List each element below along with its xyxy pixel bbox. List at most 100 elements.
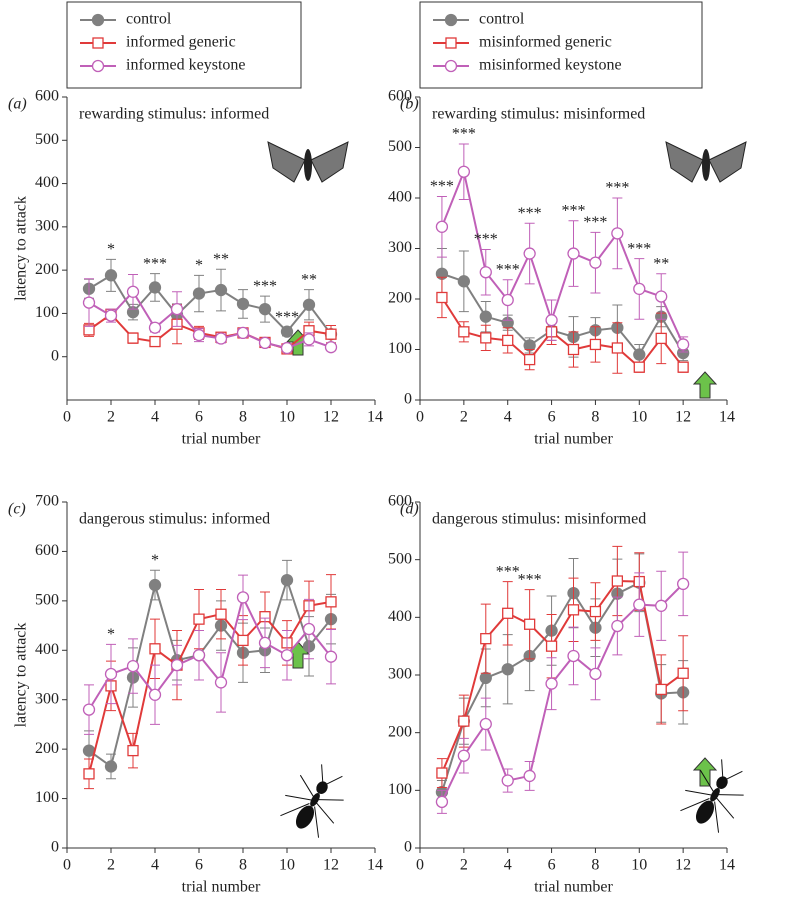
x-axis-label: trial number — [182, 879, 261, 896]
data-point — [479, 671, 492, 685]
x-tick-label: 6 — [195, 857, 203, 874]
data-point — [457, 165, 471, 178]
data-point — [236, 326, 250, 340]
y-tick-label: 500 — [35, 592, 59, 609]
y-tick-label: 500 — [388, 138, 412, 155]
data-point — [192, 649, 206, 662]
x-tick-label: 10 — [279, 857, 295, 874]
data-point — [502, 607, 514, 619]
significance-label: *** — [605, 180, 629, 197]
y-tick-label: 0 — [51, 839, 59, 856]
significance-label: ** — [301, 271, 317, 288]
x-tick-label: 4 — [151, 409, 159, 426]
data-point — [214, 283, 228, 297]
data-point — [655, 683, 667, 696]
y-tick-label: 500 — [388, 550, 412, 567]
legend-label: control — [126, 11, 172, 28]
x-tick-label: 2 — [107, 857, 115, 874]
x-tick-label: 2 — [460, 409, 468, 426]
data-point — [633, 282, 646, 296]
panel-label: (c) — [8, 501, 26, 518]
data-point — [655, 332, 667, 345]
significance-label: * — [107, 241, 115, 258]
panel-label: (d) — [400, 501, 419, 518]
arrow — [692, 371, 718, 399]
data-point — [436, 767, 448, 779]
legend-label: misinformed generic — [479, 34, 612, 51]
y-tick-label: 300 — [35, 218, 59, 235]
data-point — [458, 715, 470, 727]
data-point — [523, 247, 536, 260]
legend-marker — [445, 37, 457, 49]
legend-box — [66, 1, 302, 89]
data-point — [633, 361, 645, 373]
significance-label: * — [195, 257, 203, 274]
x-tick-label: 8 — [239, 409, 247, 426]
data-point — [258, 302, 272, 316]
data-point — [280, 649, 294, 662]
series-line — [440, 581, 684, 793]
data-point — [324, 341, 338, 354]
data-point — [567, 343, 580, 356]
data-point — [545, 640, 558, 652]
x-tick-label: 6 — [195, 409, 203, 426]
data-point — [302, 622, 316, 636]
data-point — [479, 717, 492, 731]
data-point — [325, 596, 337, 608]
data-point — [523, 353, 536, 366]
data-point — [214, 676, 228, 689]
y-tick-label: 100 — [35, 789, 59, 806]
x-tick-label: 0 — [63, 857, 71, 874]
data-point — [589, 667, 602, 680]
data-point — [677, 361, 689, 373]
data-point — [324, 650, 338, 663]
panel-label: (b) — [400, 96, 419, 113]
data-point — [280, 341, 294, 355]
x-tick-label: 6 — [548, 409, 556, 426]
x-tick-label: 0 — [416, 409, 424, 426]
significance-label: *** — [430, 178, 454, 195]
data-point — [457, 749, 471, 762]
x-tick-label: 12 — [323, 857, 339, 874]
y-tick-label: 400 — [388, 189, 412, 206]
data-point — [83, 768, 95, 780]
y-tick-label: 100 — [388, 781, 412, 798]
significance-label: *** — [496, 261, 520, 278]
data-point — [676, 577, 690, 591]
data-point — [589, 605, 602, 618]
data-point — [149, 643, 161, 655]
series-line — [88, 600, 332, 775]
significance-label: *** — [583, 214, 607, 231]
data-point — [280, 325, 294, 338]
data-point — [502, 334, 514, 347]
data-point — [258, 636, 272, 650]
significance-label: * — [107, 626, 115, 643]
significance-label: *** — [253, 278, 277, 295]
significance-label: *** — [518, 571, 542, 588]
significance-label: *** — [452, 126, 476, 143]
data-point — [82, 296, 96, 309]
data-point — [148, 321, 162, 334]
y-tick-label: 600 — [35, 88, 59, 105]
data-point — [589, 256, 602, 269]
data-point — [126, 659, 140, 673]
panel-title: dangerous stimulus: informed — [79, 511, 270, 528]
data-point — [501, 663, 514, 676]
x-tick-label: 12 — [675, 409, 691, 426]
x-axis-label: trial number — [182, 431, 261, 448]
x-tick-label: 8 — [239, 857, 247, 874]
x-tick-label: 14 — [367, 409, 383, 426]
data-point — [127, 332, 139, 344]
x-tick-label: 4 — [504, 857, 512, 874]
legend-marker — [92, 37, 104, 49]
data-point — [458, 326, 470, 338]
data-point — [325, 328, 337, 340]
data-point — [501, 774, 514, 787]
x-tick-label: 10 — [279, 409, 295, 426]
data-point — [523, 769, 536, 783]
legend-label: informed keystone — [126, 57, 246, 74]
y-tick-label: 0 — [51, 347, 59, 364]
data-point — [302, 298, 316, 311]
y-tick-label: 400 — [388, 608, 412, 625]
data-point — [148, 281, 162, 294]
